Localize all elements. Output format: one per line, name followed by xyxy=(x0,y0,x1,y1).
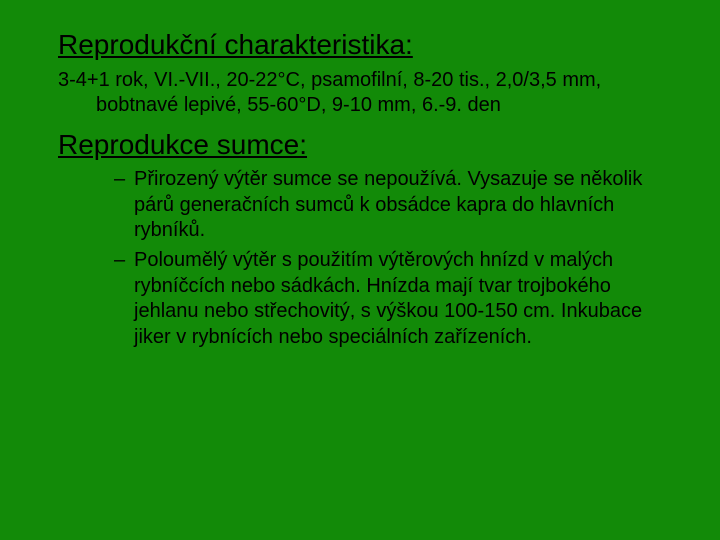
list-item: Přirozený výtěr sumce se nepoužívá. Vysa… xyxy=(114,167,670,244)
slide: Reprodukční charakteristika: 3-4+1 rok, … xyxy=(0,0,720,540)
section2-heading: Reprodukce sumce: xyxy=(58,128,670,162)
section1-heading: Reprodukční charakteristika: xyxy=(58,28,670,62)
section1-body: 3-4+1 rok, VI.-VII., 20-22°C, psamofilní… xyxy=(58,68,670,118)
list-item: Poloumělý výtěr s použitím výtěrových hn… xyxy=(114,248,670,350)
bullet-list: Přirozený výtěr sumce se nepoužívá. Vysa… xyxy=(58,167,670,350)
